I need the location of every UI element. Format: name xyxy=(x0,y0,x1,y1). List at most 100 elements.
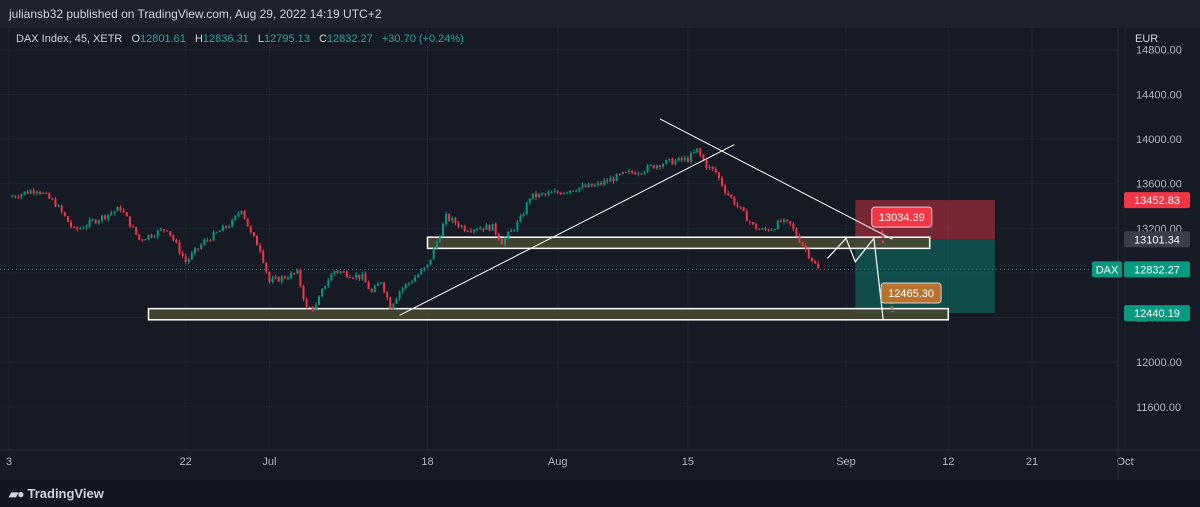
current-price-marker xyxy=(1124,261,1190,278)
candle xyxy=(262,250,265,263)
candle xyxy=(404,284,407,289)
candle xyxy=(225,225,227,228)
candle xyxy=(708,166,711,169)
symbol-tag xyxy=(1092,261,1122,278)
candle xyxy=(249,226,252,233)
candle xyxy=(231,219,234,227)
candle xyxy=(308,307,311,309)
candle xyxy=(804,245,807,250)
candle xyxy=(752,222,754,225)
candle xyxy=(125,212,128,217)
candle xyxy=(528,198,531,203)
candle xyxy=(132,226,134,228)
candle xyxy=(336,270,339,273)
low-value: 12795.13 xyxy=(264,33,310,45)
candle xyxy=(305,299,308,308)
candle xyxy=(194,248,196,254)
candle xyxy=(82,227,85,229)
candle xyxy=(445,213,448,224)
x-tick-label: 22 xyxy=(180,456,192,468)
candle xyxy=(643,171,646,174)
candle xyxy=(652,165,655,169)
candle xyxy=(786,219,789,222)
candle xyxy=(172,235,175,240)
candle xyxy=(138,234,141,240)
candle xyxy=(187,258,190,263)
candle xyxy=(364,274,367,283)
candle xyxy=(51,198,54,200)
symbol-name[interactable]: DAX Index, 45, XETR xyxy=(16,33,123,45)
candle xyxy=(522,214,525,217)
candle xyxy=(733,197,736,205)
candle xyxy=(497,233,500,240)
candle xyxy=(686,157,689,162)
candle xyxy=(358,274,361,279)
resistance-zone xyxy=(426,236,931,250)
candle xyxy=(755,224,758,229)
y-tick-label: 14000.00 xyxy=(1136,134,1182,146)
y-tick-label: 14800.00 xyxy=(1136,45,1182,57)
currency-label: EUR xyxy=(1135,33,1158,45)
close-value: 12832.27 xyxy=(326,33,373,45)
candle xyxy=(677,157,680,161)
candle xyxy=(110,212,113,215)
brand-label: TradingView xyxy=(27,486,104,501)
candle xyxy=(649,165,652,167)
candle xyxy=(11,196,14,198)
candle xyxy=(277,276,280,282)
candle xyxy=(810,257,813,262)
candle xyxy=(339,271,342,273)
candle xyxy=(463,225,466,232)
symbol-legend: DAX Index, 45, XETR O12801.61 H12836.31 … xyxy=(16,33,464,45)
high-value: 12836.31 xyxy=(202,33,249,45)
candle xyxy=(655,165,658,169)
candle xyxy=(342,271,345,273)
y-tick-label: 14400.00 xyxy=(1136,89,1182,101)
candle xyxy=(135,226,138,235)
candle xyxy=(724,185,727,194)
candle xyxy=(717,172,720,178)
candle xyxy=(290,272,293,279)
tradingview-logo[interactable]: ▰● TradingView xyxy=(9,486,104,501)
candle xyxy=(466,230,469,232)
candle xyxy=(693,151,696,154)
chart-area[interactable]: 14800.00 14400.00 14000.00 13600.00 13200.00… xyxy=(0,28,1200,480)
candle xyxy=(119,207,122,211)
candle xyxy=(420,269,423,275)
symbol-tag-label: DAX xyxy=(1096,264,1119,276)
candle xyxy=(321,288,324,297)
candle xyxy=(237,213,240,216)
publisher-line: juliansb32 published on TradingView.com,… xyxy=(9,7,382,21)
candle xyxy=(355,274,358,278)
candle xyxy=(361,274,364,279)
price-marker xyxy=(1124,305,1190,322)
candle xyxy=(711,166,714,169)
candle xyxy=(593,184,596,187)
y-tick-label: 12000.00 xyxy=(1136,357,1182,369)
candle xyxy=(460,225,463,227)
candle xyxy=(798,235,801,243)
chart-svg[interactable]: 14800.0014400.0014000.0013600.0013200.00… xyxy=(0,28,1200,480)
candle xyxy=(618,173,621,175)
callout-upper-pointer xyxy=(880,225,885,246)
candle xyxy=(280,276,283,282)
callout-lower-label: 12465.30 xyxy=(888,288,934,300)
candle xyxy=(324,285,327,289)
candle xyxy=(367,282,370,290)
candle xyxy=(144,239,147,241)
high-label: H xyxy=(194,33,203,45)
candle xyxy=(141,239,144,241)
x-tick-label: Oct xyxy=(1116,456,1133,468)
candle xyxy=(485,224,488,230)
candle xyxy=(240,210,243,214)
candle xyxy=(615,173,618,182)
candle xyxy=(792,223,795,229)
candle xyxy=(395,298,398,304)
candle xyxy=(714,168,717,173)
candle xyxy=(35,191,38,194)
candle xyxy=(330,274,333,281)
candle xyxy=(696,148,699,152)
candle xyxy=(683,157,686,161)
candle xyxy=(739,206,742,208)
x-tick-label: 3 xyxy=(6,456,12,468)
